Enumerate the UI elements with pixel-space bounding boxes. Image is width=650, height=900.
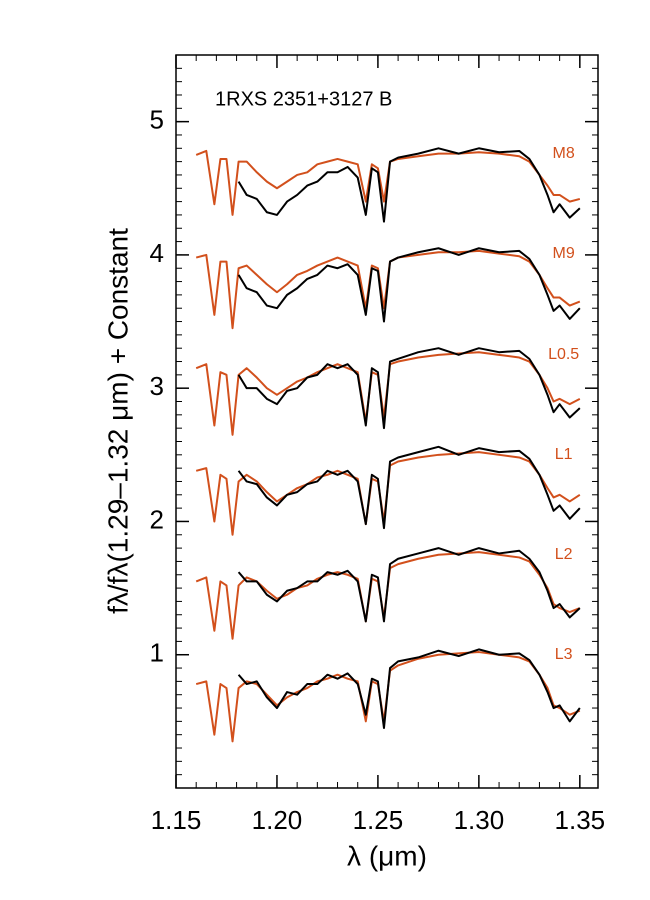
- spectrum-line: [237, 648, 581, 730]
- y-tick-label: 3: [150, 371, 164, 401]
- y-axis-label: fλ/fλ(1.29–1.32 μm) + Constant: [102, 228, 133, 614]
- spectrum-line: [195, 249, 581, 330]
- x-tick-label: 1.35: [555, 805, 606, 835]
- spectrum-line: [195, 551, 581, 640]
- spectrum-line: [195, 149, 581, 216]
- spectrum-line: [237, 147, 581, 223]
- x-tick-label: 1.25: [353, 805, 404, 835]
- spectrum-line: [237, 547, 581, 623]
- x-tick-label: 1.15: [151, 805, 202, 835]
- x-tick-label: 1.20: [252, 805, 303, 835]
- spectrum-line: [237, 247, 581, 323]
- x-tick-label: 1.30: [454, 805, 505, 835]
- chart-title: 1RXS 2351+3127 B: [215, 88, 392, 110]
- y-tick-label: 4: [150, 238, 164, 268]
- series-label: M9: [553, 245, 575, 262]
- x-axis-label: λ (μm): [347, 840, 427, 871]
- series-label: M8: [553, 145, 575, 162]
- y-tick-label: 5: [150, 105, 164, 135]
- spectrum-line: [237, 347, 581, 430]
- series-label: L1: [555, 446, 573, 463]
- spectrum-line: [237, 445, 581, 530]
- series-label: L2: [555, 546, 573, 563]
- plot-frame: [175, 54, 599, 789]
- series-label: L0.5: [548, 346, 579, 363]
- y-tick-label: 2: [150, 504, 164, 534]
- series-label: L3: [555, 646, 573, 663]
- y-tick-label: 1: [150, 638, 164, 668]
